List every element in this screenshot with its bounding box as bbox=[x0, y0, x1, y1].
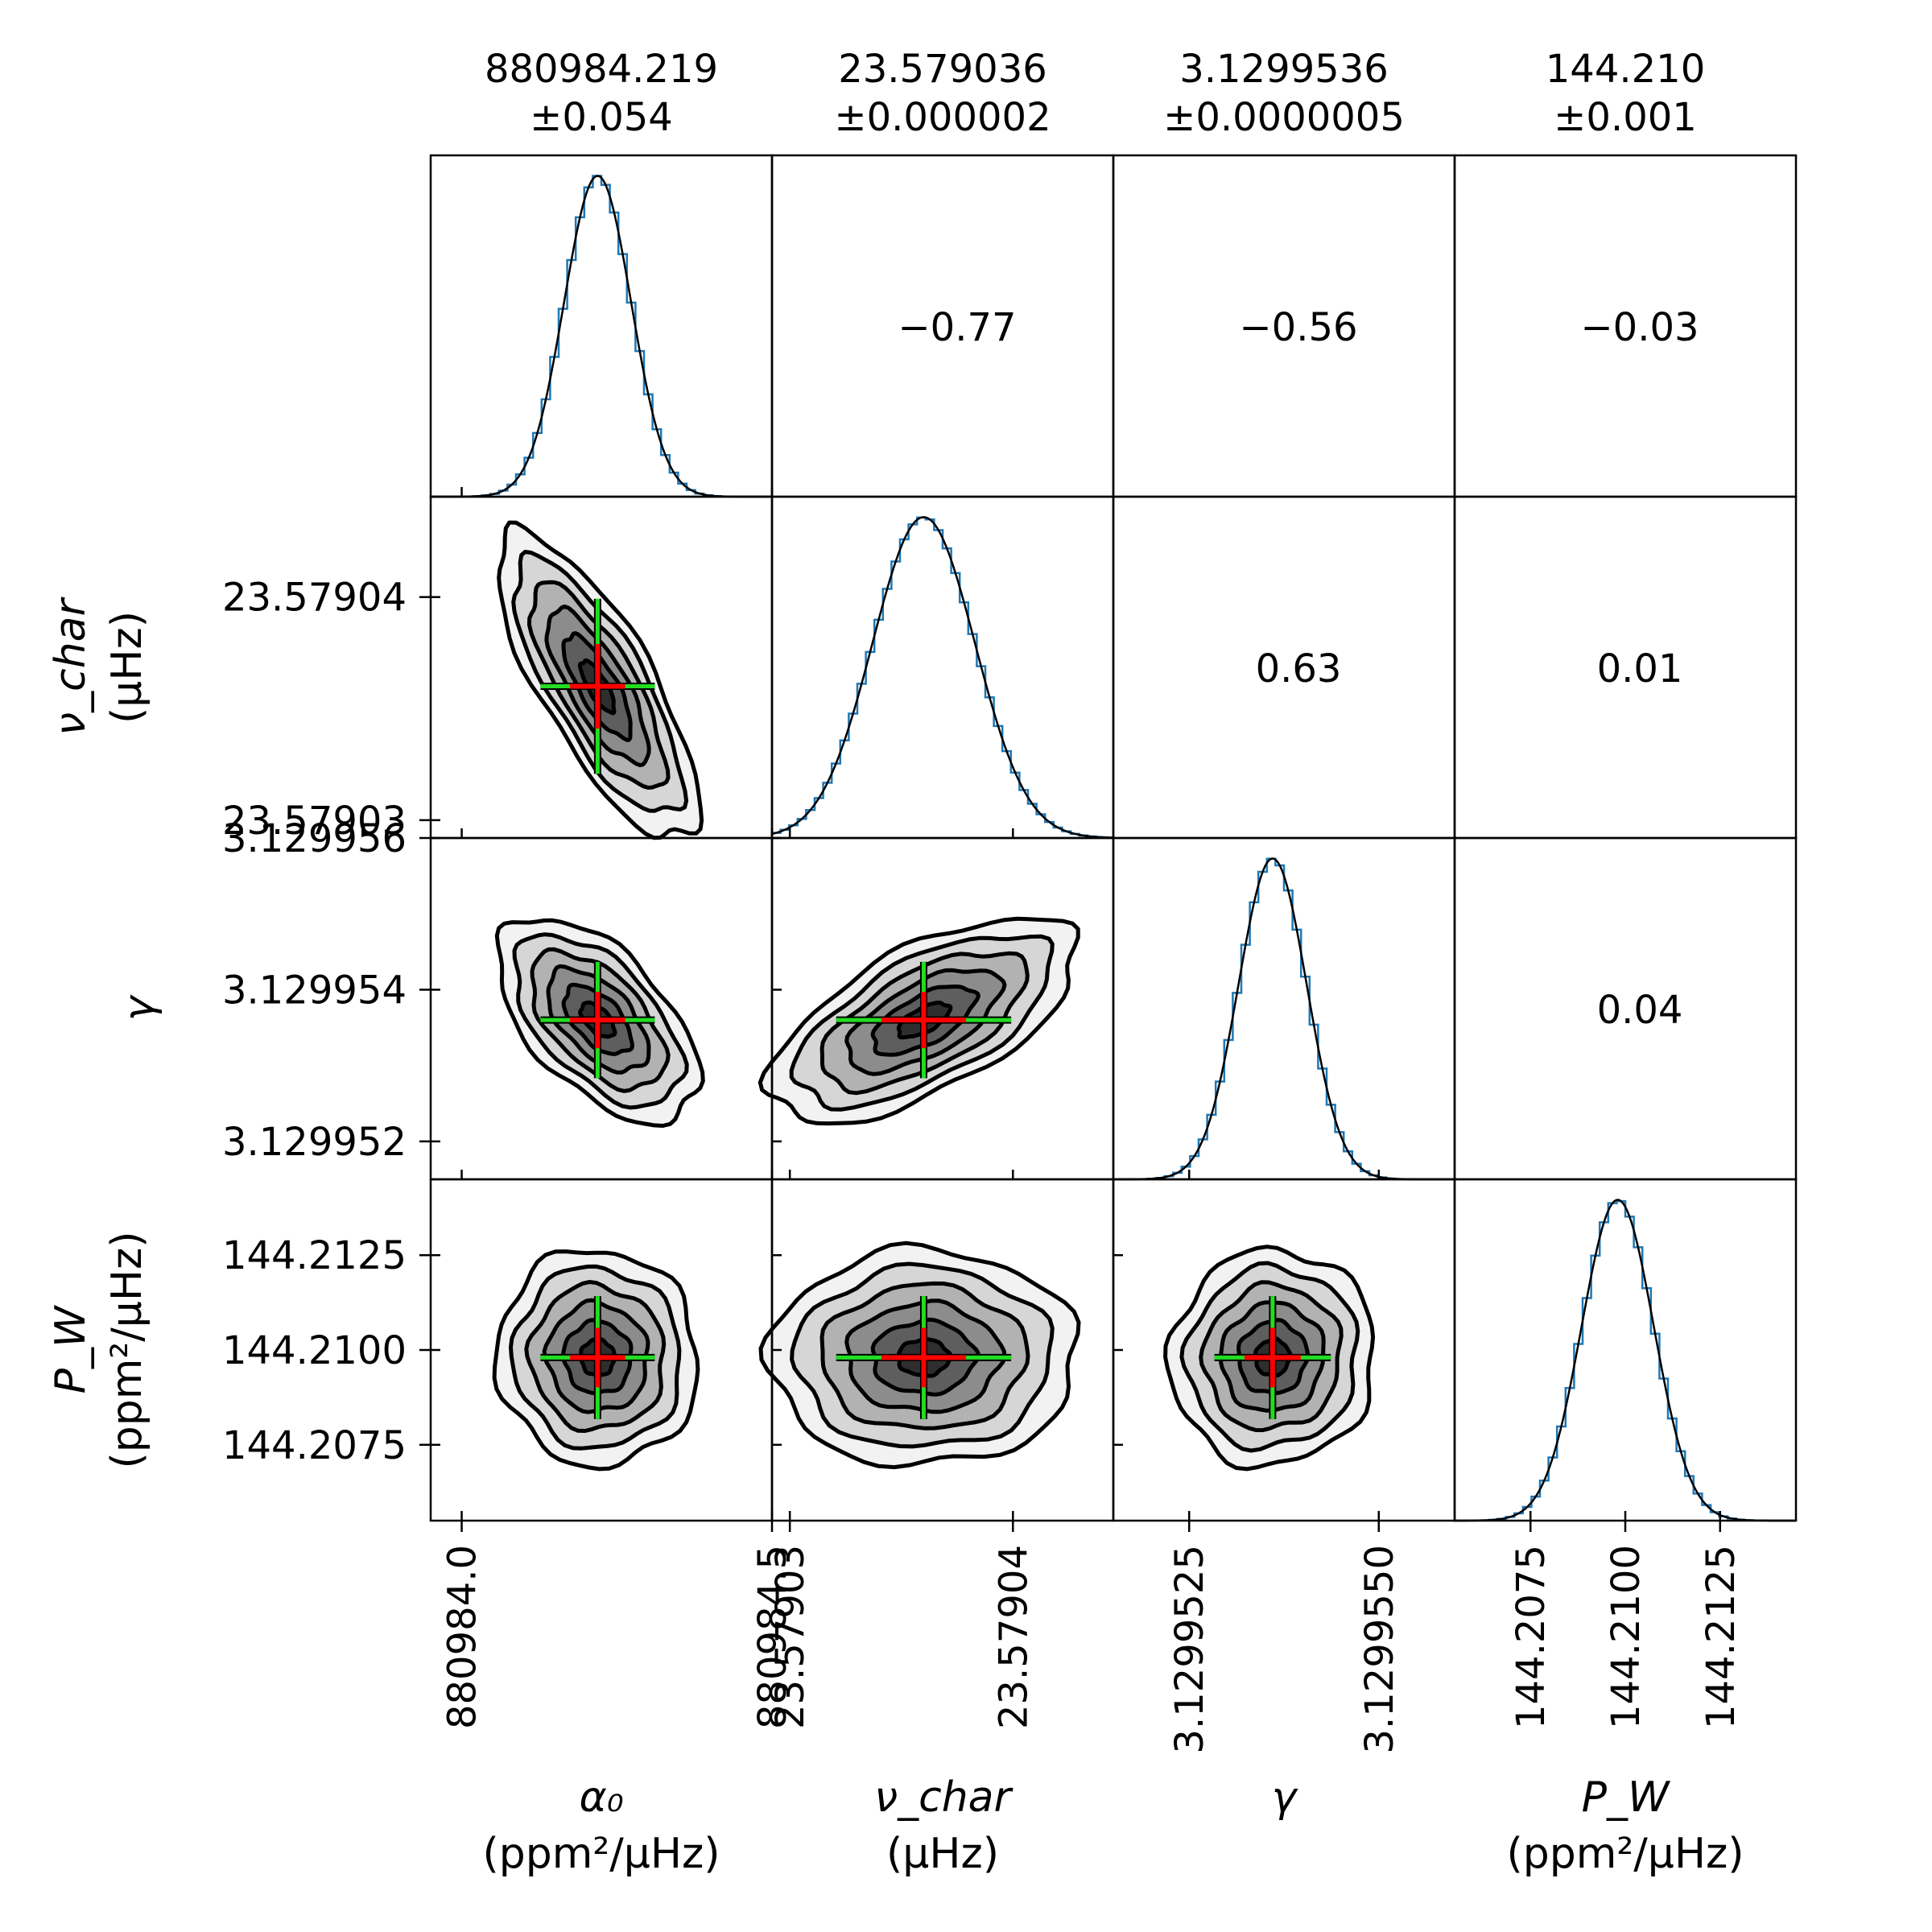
y-tick-label: 3.129954 bbox=[222, 968, 407, 1013]
x-tick-label: 3.1299550 bbox=[1357, 1545, 1402, 1754]
x-tick-label: 144.2100 bbox=[1604, 1545, 1649, 1729]
contour-alpha0-gamma bbox=[494, 918, 705, 1128]
correlation-value: 0.63 bbox=[1256, 646, 1342, 691]
histogram-nu_char bbox=[770, 516, 1115, 839]
contour-nu_char-gamma bbox=[758, 916, 1080, 1126]
x-tick-label: 880984.5 bbox=[750, 1545, 795, 1729]
x-axis-label-nu_char: ν_char bbox=[874, 1773, 1013, 1822]
summary-error-P_W: ±0.001 bbox=[1554, 95, 1697, 140]
contour-alpha0-nu_char bbox=[497, 520, 704, 840]
y-tick-label: 3.129956 bbox=[222, 816, 407, 861]
panel-frame bbox=[1453, 1178, 1798, 1522]
summary-value-alpha0: 880984.219 bbox=[485, 47, 718, 92]
y-tick-label: 23.57904 bbox=[222, 576, 407, 621]
summary-error-gamma: ±0.0000005 bbox=[1163, 95, 1405, 140]
y-axis-unit-nu_char: (μHz) bbox=[103, 611, 151, 724]
summary-error-alpha0: ±0.054 bbox=[530, 95, 673, 140]
x-tick-label: 144.2075 bbox=[1509, 1545, 1554, 1729]
histogram-steps bbox=[429, 175, 774, 498]
summary-value-nu_char: 23.579036 bbox=[838, 47, 1047, 92]
y-tick-label: 144.2125 bbox=[222, 1233, 407, 1278]
y-axis-label-gamma: γ bbox=[115, 993, 163, 1021]
summary-value-gamma: 3.1299536 bbox=[1179, 47, 1389, 92]
correlation-value: −0.77 bbox=[898, 305, 1016, 350]
x-axis-label-gamma: γ bbox=[1272, 1773, 1299, 1822]
histogram-gamma bbox=[1112, 857, 1455, 1181]
histogram-P_W bbox=[1453, 1199, 1796, 1522]
density-curve bbox=[431, 175, 772, 498]
correlation-value: −0.56 bbox=[1239, 305, 1357, 350]
contour-nu_char-P_W bbox=[758, 1241, 1081, 1470]
density-curve bbox=[1454, 1199, 1796, 1522]
density-curve bbox=[1113, 857, 1455, 1181]
x-axis-unit-P_W: (ppm²/μHz) bbox=[1506, 1830, 1744, 1878]
x-axis-label-alpha0: α₀ bbox=[579, 1773, 623, 1822]
density-curve bbox=[771, 516, 1114, 839]
y-axis-label-P_W: P_W bbox=[47, 1304, 95, 1393]
correlation-value: 0.04 bbox=[1597, 988, 1683, 1033]
x-tick-label: 3.1299525 bbox=[1167, 1545, 1212, 1754]
correlation-value: 0.01 bbox=[1597, 646, 1683, 691]
panel-frame bbox=[429, 154, 774, 498]
x-tick-label: 23.57903 bbox=[768, 1545, 813, 1729]
y-tick-label: 144.2100 bbox=[222, 1328, 407, 1373]
y-axis-label-nu_char: ν_char bbox=[47, 596, 95, 735]
histogram-steps bbox=[1112, 857, 1455, 1181]
summary-value-P_W: 144.210 bbox=[1546, 47, 1706, 92]
contour-gamma-P_W bbox=[1163, 1245, 1376, 1472]
x-axis-label-P_W: P_W bbox=[1582, 1773, 1671, 1822]
correlation-value: −0.03 bbox=[1580, 305, 1699, 350]
x-tick-label: 144.2125 bbox=[1699, 1545, 1744, 1729]
x-tick-label: 23.57904 bbox=[991, 1545, 1036, 1729]
contour-alpha0-P_W bbox=[492, 1249, 700, 1472]
y-tick-label: 144.2075 bbox=[222, 1423, 407, 1468]
histogram-steps bbox=[1453, 1199, 1796, 1522]
y-tick-label: 3.129952 bbox=[222, 1120, 407, 1165]
x-axis-unit-alpha0: (ppm²/μHz) bbox=[482, 1830, 720, 1878]
y-axis-unit-P_W: (ppm²/μHz) bbox=[103, 1231, 151, 1468]
y-tick-label: 23.57903 bbox=[222, 799, 407, 844]
summary-error-nu_char: ±0.000002 bbox=[834, 95, 1051, 140]
histogram-alpha0 bbox=[429, 175, 774, 498]
x-axis-unit-nu_char: (μHz) bbox=[886, 1830, 999, 1878]
x-tick-label: 880984.0 bbox=[440, 1545, 485, 1729]
